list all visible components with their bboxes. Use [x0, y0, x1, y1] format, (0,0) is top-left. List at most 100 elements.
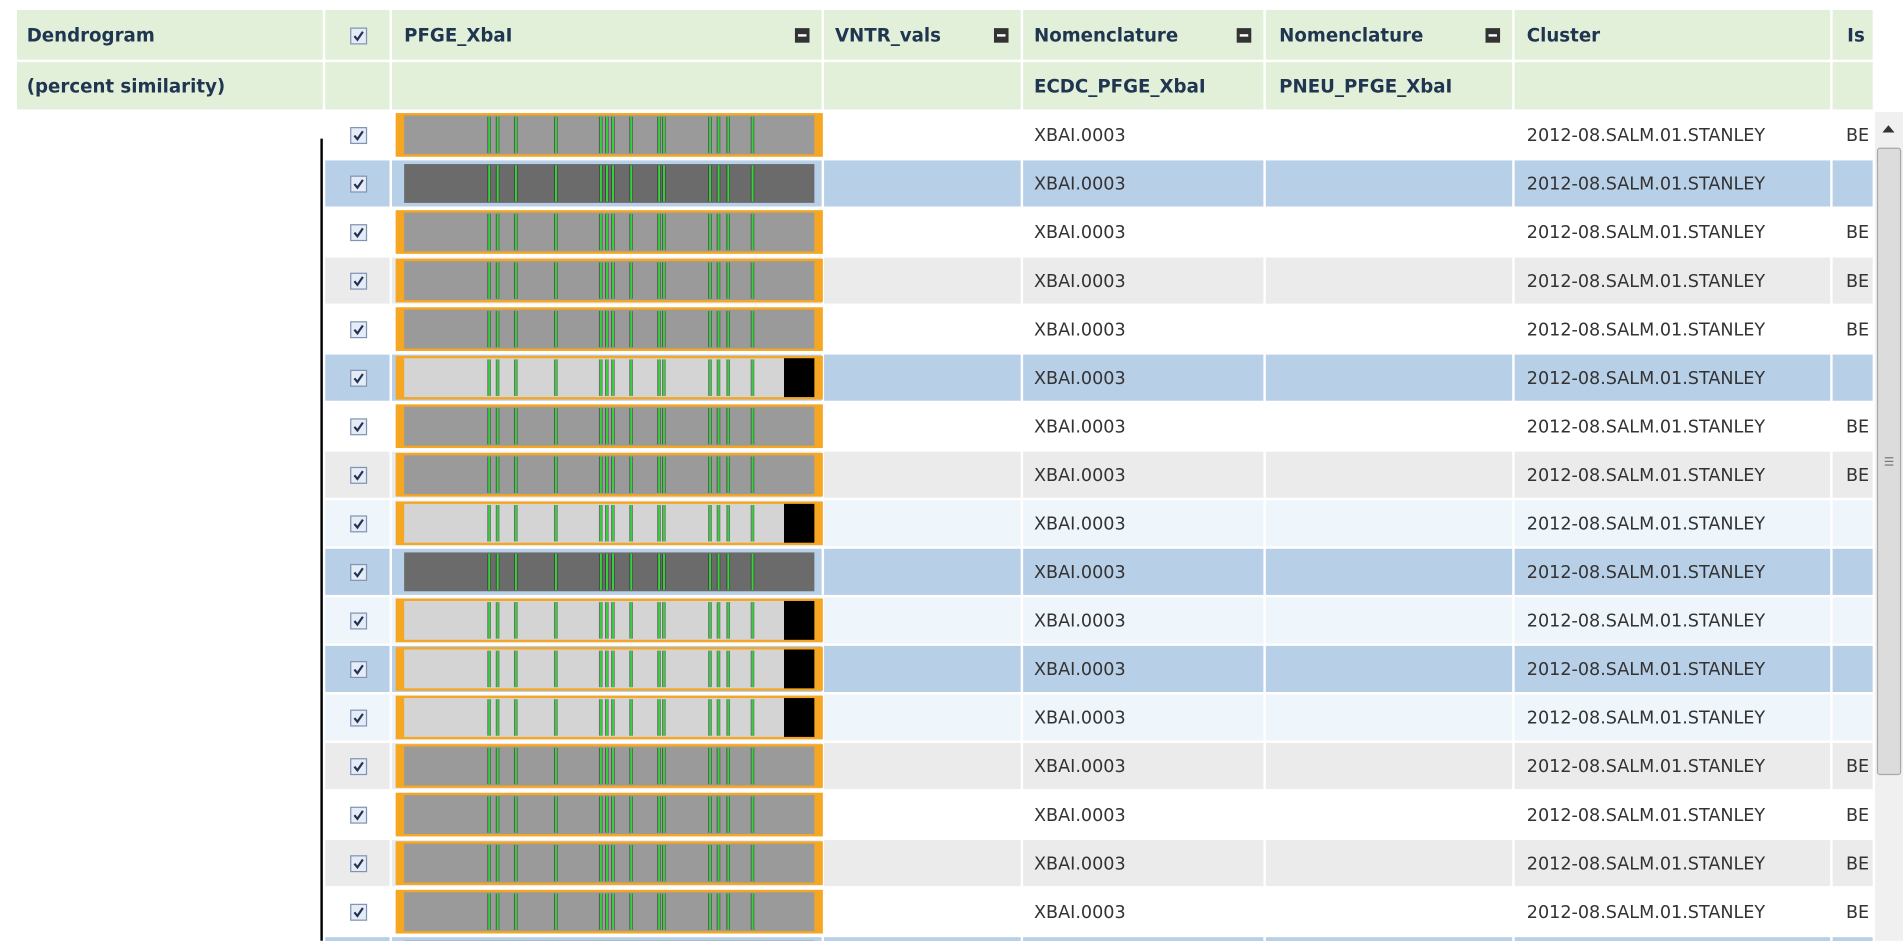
- gel-band-mark: [717, 747, 720, 785]
- gel-band-mark: [514, 699, 517, 736]
- collapse-icon-bar: [1239, 34, 1249, 37]
- gel-band-mark: [751, 505, 754, 542]
- gel-band-mark: [630, 116, 633, 154]
- header-cell: [1514, 9, 1831, 60]
- row-cell: [1023, 451, 1264, 498]
- row-cell: [325, 937, 390, 941]
- gel-band-mark: [605, 165, 608, 202]
- row-cell: [1832, 597, 1873, 644]
- gel-band-mark: [630, 213, 633, 251]
- gel-band-mark: [663, 262, 665, 299]
- scroll-up-arrow[interactable]: [1882, 125, 1895, 133]
- checkmark: [353, 421, 364, 433]
- header-cell: [16, 9, 323, 60]
- gel-band-mark: [709, 553, 712, 591]
- gel-band-mark: [717, 165, 720, 202]
- gel-band-mark: [630, 747, 633, 785]
- row-cell: [1265, 742, 1513, 790]
- gel-band-mark: [599, 407, 602, 445]
- cluster: 2012-08.SALM.01.STANLEY: [1527, 757, 1766, 777]
- checkmark: [353, 907, 364, 918]
- gel-lane: [404, 358, 785, 398]
- gel-band-mark: [663, 456, 665, 493]
- gel-band-mark: [496, 262, 499, 299]
- gel-band-mark: [709, 310, 712, 348]
- header-cell: [1832, 9, 1873, 60]
- gel-band-mark: [555, 650, 557, 688]
- row-cell: [1832, 451, 1873, 498]
- cluster: 2012-08.SALM.01.STANLEY: [1527, 903, 1766, 923]
- gel-band-mark: [605, 650, 608, 688]
- gel-band-mark: [709, 116, 712, 154]
- gel-band-mark: [751, 893, 754, 930]
- header-cell: [325, 62, 390, 110]
- gel-band-mark: [663, 359, 665, 396]
- subheader-label: ECDC_PFGE_XbaI: [1034, 77, 1206, 98]
- isolate-text: BE: [1846, 854, 1869, 874]
- gel-band-mark: [727, 650, 730, 688]
- gel-band-mark: [514, 165, 517, 202]
- gel-band-mark: [514, 602, 517, 639]
- gel-band-mark: [727, 213, 730, 251]
- gel-band-mark: [514, 893, 517, 930]
- gel-band-mark: [488, 844, 491, 882]
- row-cell: [1514, 840, 1831, 887]
- gel-band-mark: [630, 310, 633, 348]
- row-cell: [1832, 645, 1873, 692]
- gel-band-mark: [612, 262, 614, 299]
- gel-band-mark: [605, 116, 608, 154]
- row-cell: [392, 937, 822, 941]
- gel-band-mark: [663, 747, 665, 785]
- gel-band-mark: [663, 407, 665, 445]
- gel-band-mark: [599, 699, 602, 736]
- gel-band-mark: [663, 650, 665, 688]
- gel-band-mark: [514, 747, 517, 785]
- gel-band-mark: [599, 262, 602, 299]
- isolate-text: BE: [1846, 272, 1869, 292]
- gel-band-mark: [663, 213, 665, 251]
- gel-band-mark: [751, 165, 754, 202]
- row-cell: [824, 160, 1021, 207]
- gel-band-mark: [496, 310, 499, 348]
- gel-band-mark: [658, 310, 661, 348]
- gel-band-mark: [496, 602, 499, 639]
- gel-band-mark: [605, 893, 608, 930]
- gel-band-mark: [663, 553, 665, 591]
- subheader-label: (percent similarity): [27, 77, 226, 98]
- row-cell: [824, 597, 1021, 644]
- gel-band-mark: [727, 165, 730, 202]
- gel-end: [784, 600, 815, 640]
- header-label: VNTR_vals: [835, 26, 941, 47]
- nomenclature: XBAI.0003: [1034, 806, 1126, 826]
- row-cell: [1514, 791, 1831, 838]
- header-label: Is: [1847, 26, 1865, 47]
- gel-band-mark: [717, 359, 720, 396]
- gel-band-mark: [751, 407, 754, 445]
- gel-band-mark: [630, 359, 633, 396]
- header-cell: [1265, 9, 1513, 60]
- row-cell: [1023, 208, 1264, 256]
- gel-band-mark: [605, 213, 608, 251]
- gel-lane: [404, 309, 815, 349]
- nomenclature: XBAI.0003: [1034, 320, 1126, 340]
- cluster: 2012-08.SALM.01.STANLEY: [1527, 515, 1766, 535]
- row-cell: [1023, 937, 1264, 941]
- cluster: 2012-08.SALM.01.STANLEY: [1527, 563, 1766, 583]
- checkmark: [353, 227, 364, 239]
- gel-band-mark: [751, 116, 754, 154]
- nomenclature: XBAI.0003: [1034, 417, 1126, 437]
- header-cell: [1023, 62, 1264, 110]
- header-cell: [16, 62, 323, 110]
- gel-band-mark: [717, 262, 720, 299]
- gel-band-mark: [605, 796, 608, 833]
- gel-band-mark: [599, 844, 602, 882]
- gel-band-mark: [612, 505, 614, 542]
- gel-band-mark: [514, 844, 517, 882]
- row-cell: [1265, 694, 1513, 741]
- checkmark: [353, 373, 364, 384]
- gel-lane: [404, 212, 815, 252]
- gel-band-mark: [658, 747, 661, 785]
- row-cell: [1265, 257, 1513, 304]
- row-cell: [1832, 548, 1873, 595]
- nomenclature: XBAI.0003: [1034, 854, 1126, 874]
